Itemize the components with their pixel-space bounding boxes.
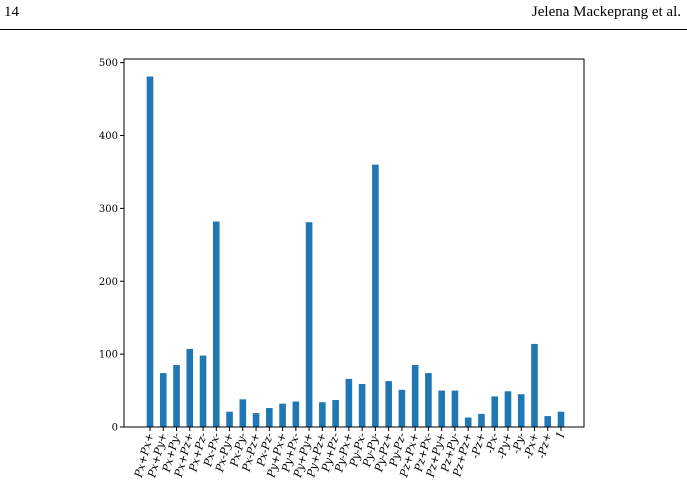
bar-21 bbox=[425, 373, 432, 427]
bar-22 bbox=[438, 390, 445, 427]
bar-0 bbox=[146, 76, 154, 428]
header-rule bbox=[0, 29, 687, 30]
x-tick-label: -Px- bbox=[483, 431, 501, 455]
y-tick-label: 300 bbox=[99, 204, 118, 215]
bar-30 bbox=[544, 416, 552, 427]
bar-1 bbox=[159, 373, 167, 427]
bar-17 bbox=[372, 164, 379, 427]
x-tick-label: I bbox=[553, 431, 567, 440]
running-head: Jelena Mackeprang et al. bbox=[531, 4, 681, 20]
bar-27 bbox=[504, 391, 512, 427]
bar-series bbox=[146, 76, 565, 428]
x-axis: Px+Px+Px+Py+Px+Py-Px+Pz+Px+Pz-Px-Px-Px-P… bbox=[132, 427, 568, 480]
bar-12 bbox=[305, 222, 313, 427]
bar-16 bbox=[358, 384, 366, 427]
bar-6 bbox=[226, 411, 233, 427]
y-axis: 0 100 200 300 400 500 bbox=[99, 58, 124, 434]
plot-frame bbox=[123, 58, 585, 428]
bar-3 bbox=[186, 349, 194, 427]
page-number: 14 bbox=[4, 4, 19, 20]
bar-24 bbox=[464, 417, 472, 427]
y-tick-label: 100 bbox=[99, 350, 118, 361]
bar-25 bbox=[478, 413, 485, 427]
bar-7 bbox=[239, 399, 247, 427]
bar-31 bbox=[557, 411, 565, 427]
x-tick-label: -Py- bbox=[510, 431, 528, 455]
bar-15 bbox=[345, 378, 353, 427]
bar-14 bbox=[332, 400, 339, 427]
y-tick-label: 0 bbox=[112, 423, 118, 434]
bar-28 bbox=[517, 394, 525, 427]
bar-10 bbox=[279, 403, 286, 427]
bar-20 bbox=[411, 365, 419, 427]
y-tick-label: 400 bbox=[99, 131, 118, 142]
bar-23 bbox=[451, 390, 459, 427]
bar-2 bbox=[173, 365, 180, 427]
bar-19 bbox=[398, 389, 406, 427]
bar-9 bbox=[266, 408, 273, 427]
bar-18 bbox=[385, 381, 392, 427]
bar-5 bbox=[212, 221, 220, 427]
y-tick-label: 200 bbox=[99, 277, 118, 288]
bar-13 bbox=[319, 402, 326, 427]
bar-4 bbox=[199, 355, 207, 427]
bar-11 bbox=[292, 401, 300, 427]
bar-29 bbox=[531, 343, 538, 427]
y-tick-label: 500 bbox=[99, 58, 118, 69]
bar-26 bbox=[491, 396, 499, 427]
bar-8 bbox=[252, 413, 260, 427]
